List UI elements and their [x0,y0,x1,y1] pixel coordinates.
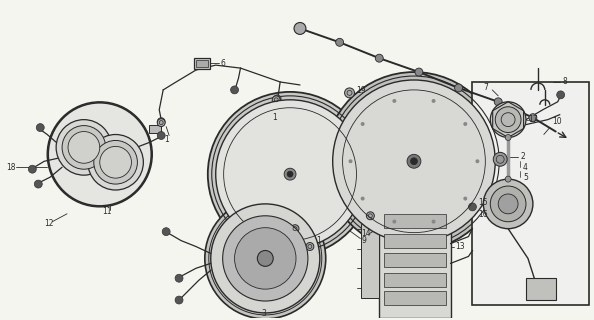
Bar [526,278,556,300]
Circle shape [306,243,314,251]
Circle shape [345,88,355,98]
Text: 19: 19 [356,86,366,95]
Text: 10: 10 [552,117,561,126]
Bar [149,124,161,132]
Bar [194,58,210,69]
Circle shape [68,132,100,163]
Text: 5: 5 [523,172,528,182]
Circle shape [393,220,396,224]
Circle shape [393,99,396,103]
Circle shape [529,114,537,122]
Text: 1: 1 [316,236,321,245]
Circle shape [294,22,306,34]
Circle shape [432,99,435,103]
Text: 4: 4 [523,163,528,172]
Circle shape [94,140,137,184]
Text: 3: 3 [261,309,266,318]
Circle shape [495,107,521,132]
Bar [384,214,446,228]
Circle shape [175,274,183,282]
Text: 11: 11 [102,207,111,216]
Circle shape [336,38,343,46]
Circle shape [287,171,293,177]
Circle shape [349,159,352,163]
Text: 13: 13 [456,242,465,251]
Text: 16: 16 [478,210,488,219]
Text: 18: 18 [7,163,16,172]
Bar [384,273,446,287]
Bar [384,234,446,247]
Text: 15: 15 [478,198,488,207]
Circle shape [291,225,299,233]
Circle shape [361,122,365,126]
Circle shape [493,152,507,166]
Circle shape [100,147,131,178]
Circle shape [325,72,503,251]
Circle shape [415,68,423,76]
Circle shape [490,102,526,138]
Circle shape [157,118,165,125]
Circle shape [484,179,533,229]
Bar [196,60,208,67]
Bar [472,82,589,305]
Circle shape [273,95,281,103]
Text: 8: 8 [563,77,567,86]
Circle shape [432,220,435,224]
Circle shape [157,132,165,140]
Circle shape [230,86,239,94]
Text: 2: 2 [520,152,525,161]
Circle shape [333,80,495,243]
Circle shape [162,228,170,236]
Bar [361,224,380,298]
Text: 9: 9 [361,236,366,245]
Circle shape [361,196,365,201]
Circle shape [284,168,296,180]
Circle shape [557,91,565,99]
Bar [384,253,446,267]
Circle shape [56,120,112,175]
Circle shape [157,119,165,127]
Text: 1: 1 [164,135,169,144]
Circle shape [29,165,36,173]
Text: 14: 14 [361,229,371,238]
Circle shape [272,96,280,104]
Circle shape [36,124,44,132]
Circle shape [88,134,143,190]
Circle shape [463,196,467,201]
Circle shape [211,204,320,313]
Text: 1: 1 [272,113,277,122]
Text: 17: 17 [528,115,538,124]
Circle shape [454,84,463,92]
Circle shape [375,54,383,62]
Bar [380,204,451,318]
Circle shape [208,92,372,256]
Circle shape [34,180,42,188]
Circle shape [498,194,518,214]
Circle shape [410,158,418,165]
Circle shape [407,154,421,168]
Circle shape [494,98,502,106]
Text: 6: 6 [221,59,226,68]
Circle shape [235,228,296,289]
Circle shape [505,134,511,140]
Text: 12: 12 [44,219,53,228]
Bar [384,291,446,305]
Circle shape [463,122,467,126]
Circle shape [48,103,151,206]
Circle shape [175,296,183,304]
Text: 7: 7 [484,84,488,92]
Circle shape [366,212,374,220]
Circle shape [490,186,526,222]
Circle shape [257,251,273,266]
Circle shape [469,203,476,211]
Circle shape [205,198,326,319]
Circle shape [475,159,479,163]
Circle shape [216,100,364,249]
Circle shape [62,125,106,169]
Circle shape [505,176,511,182]
Circle shape [223,216,308,301]
